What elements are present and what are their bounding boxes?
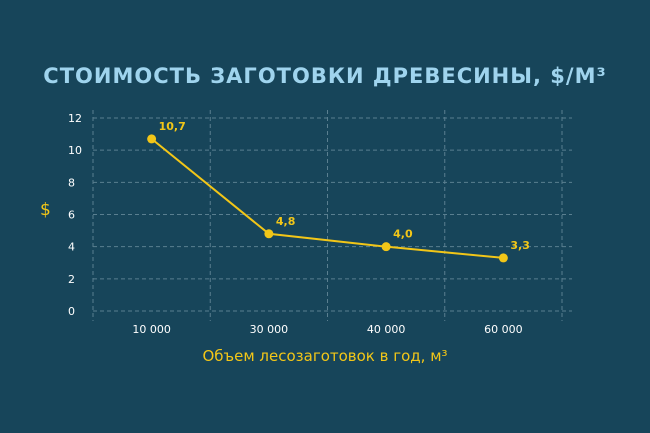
data-point [264, 229, 274, 239]
data-point [381, 242, 391, 252]
y-tick-label: 4 [68, 241, 75, 254]
y-tick-label: 10 [68, 144, 82, 157]
y-tick-label: 0 [68, 305, 75, 318]
y-tick-label: 12 [68, 112, 82, 125]
data-label: 10,7 [159, 120, 186, 133]
y-tick-label: 8 [68, 176, 75, 189]
data-label: 4,8 [276, 215, 296, 228]
x-tick-label: 40 000 [367, 323, 406, 336]
y-axis-label: $ [40, 200, 51, 220]
data-point [147, 134, 157, 144]
x-tick-label: 10 000 [132, 323, 171, 336]
data-label: 3,3 [510, 239, 530, 252]
data-point [498, 253, 508, 263]
x-tick-label: 30 000 [250, 323, 289, 336]
data-label: 4,0 [393, 228, 413, 241]
y-tick-label: 6 [68, 209, 75, 222]
series-line [150, 138, 504, 259]
y-tick-label: 2 [68, 273, 75, 286]
x-tick-label: 60 000 [484, 323, 523, 336]
x-axis-label: Объем лесозаготовок в год, м³ [202, 347, 448, 365]
chart-title: СТОИМОСТЬ ЗАГОТОВКИ ДРЕВЕСИНЫ, $/М³ [43, 64, 607, 88]
